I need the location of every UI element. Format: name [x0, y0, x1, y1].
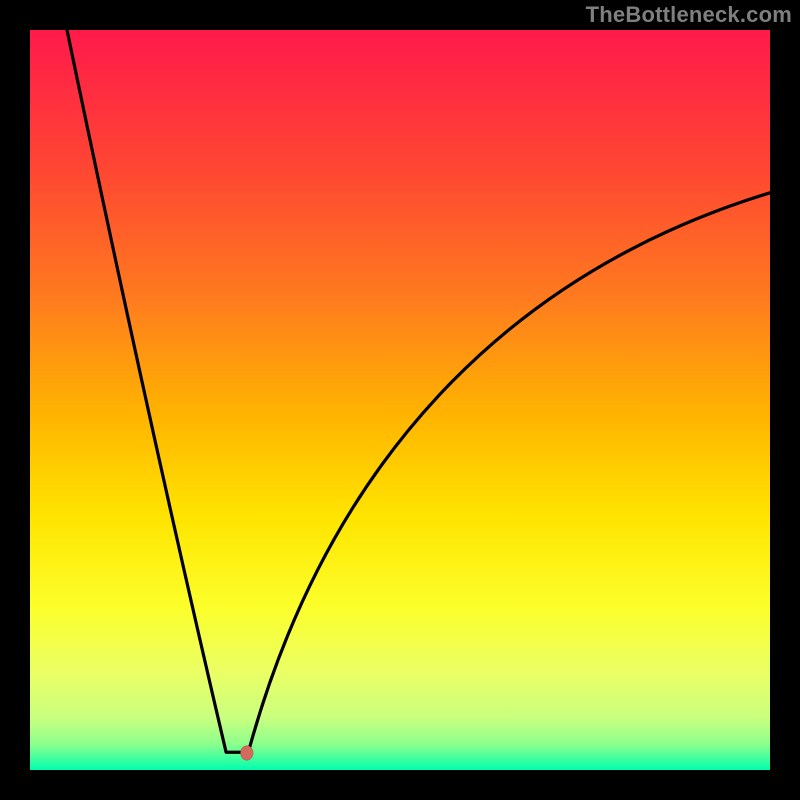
- plot-background: [30, 30, 770, 770]
- bottleneck-chart: [0, 0, 800, 800]
- watermark-text: TheBottleneck.com: [586, 2, 792, 28]
- chart-container: { "watermark": { "text": "TheBottleneck.…: [0, 0, 800, 800]
- minimum-marker: [241, 746, 253, 760]
